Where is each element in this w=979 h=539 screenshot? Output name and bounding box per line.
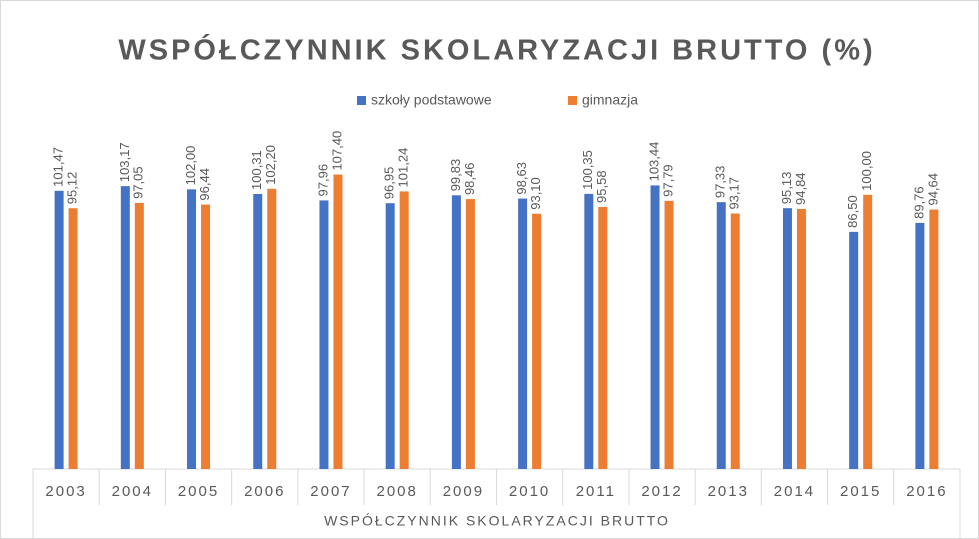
bar (782, 208, 792, 470)
x-tick-label: 2005 (178, 483, 219, 500)
data-label: 101,24 (396, 148, 411, 188)
data-label: 89,76 (911, 186, 926, 219)
data-label: 97,05 (131, 166, 146, 199)
bar (598, 206, 608, 469)
bar (532, 213, 542, 469)
bar (863, 194, 873, 470)
data-label: 86,50 (845, 195, 860, 228)
x-tick-label: 2006 (244, 483, 285, 500)
bar (518, 198, 528, 469)
data-label: 95,58 (594, 170, 609, 203)
data-label: 97,96 (315, 164, 330, 197)
x-tick-label: 2010 (509, 483, 550, 500)
data-label: 93,17 (727, 177, 742, 210)
data-label: 98,63 (514, 162, 529, 195)
bar (333, 174, 343, 470)
data-label: 95,12 (65, 172, 80, 205)
data-label: 95,13 (779, 172, 794, 205)
bar (253, 193, 263, 470)
bar (451, 195, 461, 469)
bar (584, 193, 594, 469)
x-axis-title: WSPÓŁCZYNNIK SKOLARYZACJI BRUTTO (324, 513, 670, 529)
x-tick-label: 2015 (840, 483, 881, 500)
bar (68, 208, 78, 470)
legend-swatch (568, 96, 577, 105)
bar (319, 200, 329, 469)
data-label: 93,10 (528, 177, 543, 210)
bar (385, 203, 395, 469)
bar (716, 202, 726, 470)
x-tick-label: 2004 (112, 483, 153, 500)
bar (796, 208, 806, 469)
data-label: 103,17 (117, 142, 132, 182)
bar (465, 199, 475, 470)
data-label: 102,00 (183, 146, 198, 186)
data-label: 100,00 (859, 151, 874, 191)
chart-title: WSPÓŁCZYNNIK SKOLARYZACJI BRUTTO (%) (118, 33, 875, 67)
x-tick-label: 2007 (310, 483, 351, 500)
bar (849, 231, 859, 469)
data-label: 96,44 (197, 168, 212, 201)
data-label: 98,46 (462, 163, 477, 196)
data-label: 97,79 (660, 164, 675, 197)
legend-label: szkoły podstawowe (371, 92, 492, 108)
data-label: 102,20 (263, 145, 278, 185)
data-label: 100,35 (580, 150, 595, 190)
data-label: 94,84 (793, 172, 808, 205)
data-label: 99,83 (448, 159, 463, 192)
data-label: 96,95 (382, 167, 397, 200)
x-tick-label: 2011 (576, 483, 616, 500)
bar (650, 185, 660, 470)
x-tick-label: 2013 (708, 483, 749, 500)
bar (730, 213, 740, 469)
data-label: 100,31 (249, 150, 264, 190)
x-tick-label: 2016 (906, 483, 947, 500)
x-tick-label: 2009 (443, 483, 484, 500)
legend-swatch (357, 96, 366, 105)
x-tick-label: 2008 (376, 483, 417, 500)
bar (120, 186, 130, 469)
legend-label: gimnazja (582, 92, 638, 108)
bar (915, 222, 925, 469)
bar (399, 191, 409, 470)
bar (187, 189, 197, 469)
bar (929, 209, 939, 469)
data-label: 103,44 (646, 142, 661, 182)
bar (664, 200, 674, 470)
bar (267, 188, 277, 469)
x-tick-label: 2012 (641, 483, 682, 500)
x-tick-label: 2014 (774, 483, 815, 500)
bar (54, 190, 64, 469)
data-label: 94,64 (925, 173, 940, 206)
bar (134, 202, 144, 469)
data-label: 107,40 (329, 131, 344, 171)
data-label: 97,33 (713, 166, 728, 199)
x-tick-label: 2003 (45, 483, 86, 500)
data-label: 101,47 (51, 147, 66, 187)
bar (201, 204, 211, 469)
